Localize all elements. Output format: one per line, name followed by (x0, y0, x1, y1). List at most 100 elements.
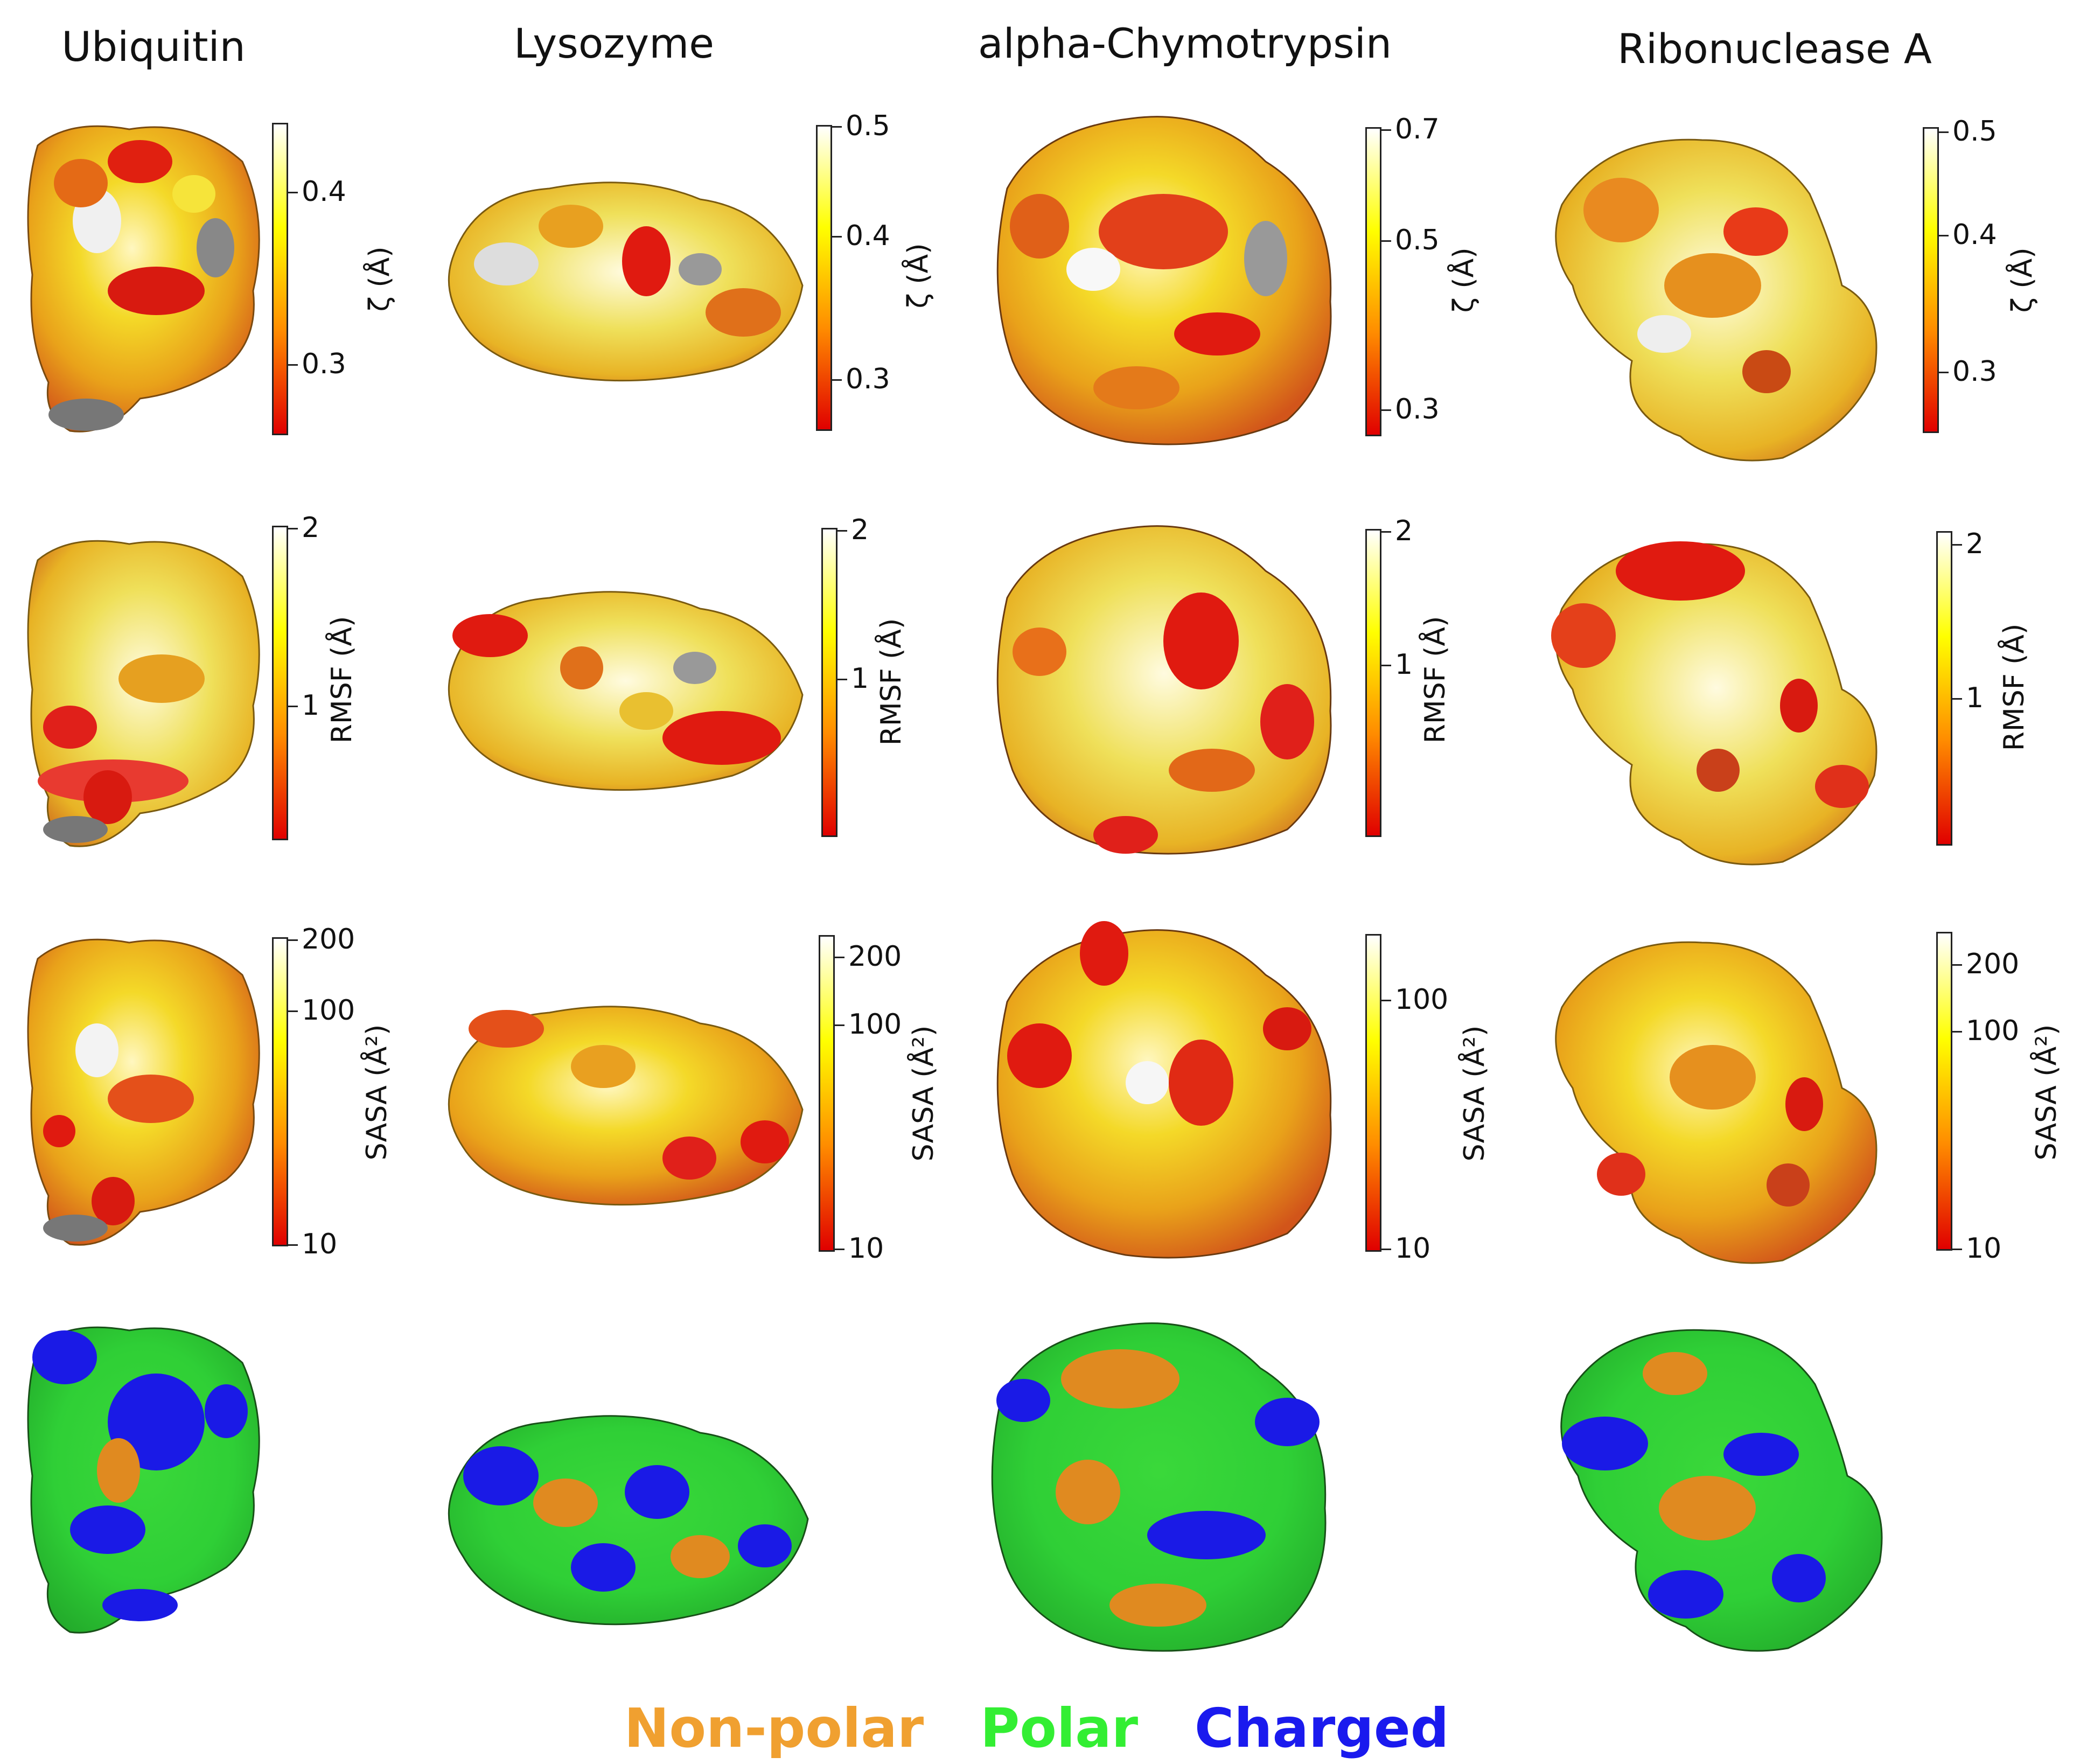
colorbar-label-rmsf: RMSF (Å) (1998, 623, 2030, 751)
tick-mark (1939, 131, 1949, 133)
title-ubiquitin: Ubiquitin (61, 23, 246, 71)
tick-mark (288, 706, 298, 707)
colorbar-chymotrypsin-rmsf (1365, 529, 1381, 837)
colorbar-lysozyme-sasa (819, 935, 835, 1252)
tick-label: 200 (1966, 948, 2020, 980)
tick-mark (835, 1249, 844, 1250)
tick-label: 10 (1395, 1232, 1431, 1265)
protein-surface-ubiquitin-rmsf (27, 540, 260, 847)
tick-mark (1952, 1249, 1962, 1250)
tick-mark (1952, 964, 1962, 966)
tick-mark (1381, 129, 1391, 131)
tick-label: 2 (851, 514, 869, 546)
protein-surface-lysozyme-residue-type (448, 1415, 809, 1626)
colorbar-label-rmsf: RMSF (Å) (1419, 616, 1451, 744)
protein-surface-chymotrypsin-rmsf (996, 525, 1332, 855)
colorbar-label-rmsf: RMSF (Å) (326, 616, 358, 744)
legend-nonpolar: Non-polar (624, 1697, 924, 1760)
tick-mark (1939, 372, 1949, 373)
tick-mark (1952, 698, 1962, 700)
tick-label: 10 (848, 1232, 884, 1265)
title-ribonuclease-a: Ribonuclease A (1617, 25, 1932, 73)
tick-mark (1952, 1031, 1962, 1033)
tick-label: 10 (1966, 1232, 2002, 1265)
tick-mark (1381, 409, 1391, 411)
protein-surface-ribonuclease-sasa (1555, 941, 1877, 1264)
tick-label: 1 (1966, 682, 1984, 714)
tick-mark (832, 379, 842, 381)
colorbar-chymotrypsin-sasa (1365, 934, 1381, 1252)
colorbar-ribonuclease-rmsf (1936, 531, 1952, 846)
protein-surface-ubiquitin-residue-type (27, 1326, 260, 1634)
residue-type-legend: Non-polar Polar Charged (0, 1697, 2073, 1760)
tick-label: 0.5 (1952, 115, 1997, 148)
protein-surface-lysozyme-sasa (448, 1006, 804, 1206)
tick-label: 0.3 (302, 348, 346, 380)
protein-surface-chymotrypsin-residue-type (991, 1322, 1327, 1652)
protein-surface-lysozyme-zeta (448, 182, 804, 382)
tick-mark (1381, 531, 1391, 533)
protein-surface-ribonuclease-zeta (1555, 138, 1877, 462)
tick-label: 100 (1966, 1015, 2020, 1047)
tick-mark (832, 236, 842, 238)
colorbar-label-sasa: SASA (Å²) (361, 1024, 393, 1161)
tick-mark (837, 530, 847, 532)
tick-label: 0.3 (1952, 355, 1997, 388)
tick-label: 100 (302, 994, 355, 1027)
legend-charged: Charged (1194, 1697, 1449, 1760)
tick-label: 0.4 (1952, 219, 1997, 251)
tick-label: 0.5 (846, 110, 890, 142)
protein-surface-lysozyme-rmsf (448, 591, 804, 791)
tick-label: 100 (1395, 984, 1449, 1016)
protein-surface-ubiquitin-sasa (27, 938, 260, 1246)
tick-mark (1381, 240, 1391, 242)
tick-label: 1 (302, 689, 320, 722)
colorbar-lysozyme-zeta (816, 125, 832, 431)
title-lysozyme: Lysozyme (513, 19, 715, 67)
tick-label: 2 (1966, 528, 1984, 560)
tick-mark (288, 1010, 298, 1012)
tick-mark (1381, 1249, 1391, 1250)
tick-label: 2 (1395, 515, 1413, 547)
tick-mark (1381, 665, 1391, 666)
colorbar-label-zeta: ζ (Å) (2006, 247, 2039, 313)
tick-label: 0.3 (1395, 393, 1440, 426)
protein-surface-ribonuclease-rmsf (1551, 541, 1877, 866)
colorbar-chymotrypsin-zeta (1365, 127, 1381, 436)
protein-surface-chymotrypsin-sasa (996, 921, 1332, 1259)
tick-label: 0.4 (302, 176, 346, 208)
tick-label: 200 (848, 940, 902, 973)
tick-mark (288, 939, 298, 941)
protein-surface-ubiquitin-zeta (27, 125, 260, 433)
colorbar-label-zeta: ζ (Å) (364, 246, 396, 312)
tick-mark (835, 1024, 844, 1026)
tick-mark (1381, 1000, 1391, 1001)
tick-label: 0.3 (846, 363, 890, 395)
protein-surface-chymotrypsin-zeta (996, 116, 1332, 445)
tick-mark (832, 126, 842, 128)
tick-label: 100 (848, 1008, 902, 1041)
tick-mark (288, 1244, 298, 1246)
tick-mark (1952, 544, 1962, 546)
tick-label: 10 (302, 1228, 338, 1260)
colorbar-lysozyme-rmsf (821, 528, 837, 837)
colorbar-label-sasa: SASA (Å²) (1458, 1025, 1491, 1162)
colorbar-label-sasa: SASA (Å²) (908, 1025, 940, 1162)
tick-mark (288, 364, 298, 366)
colorbar-ribonuclease-sasa (1936, 932, 1952, 1251)
colorbar-label-zeta: ζ (Å) (1448, 247, 1480, 313)
tick-label: 0.4 (846, 220, 890, 252)
colorbar-label-zeta: ζ (Å) (902, 243, 934, 309)
title-alpha-chymotrypsin: alpha-Chymotrypsin (978, 19, 1392, 67)
tick-label: 200 (302, 923, 355, 956)
tick-label: 1 (851, 663, 869, 695)
tick-mark (288, 528, 298, 529)
tick-mark (1939, 235, 1949, 236)
tick-label: 0.7 (1395, 113, 1440, 145)
colorbar-ribonuclease-zeta (1923, 127, 1939, 433)
tick-label: 2 (302, 512, 320, 544)
colorbar-label-sasa: SASA (Å²) (2030, 1024, 2063, 1161)
legend-polar: Polar (980, 1697, 1139, 1760)
tick-mark (288, 192, 298, 193)
tick-label: 1 (1395, 649, 1413, 681)
